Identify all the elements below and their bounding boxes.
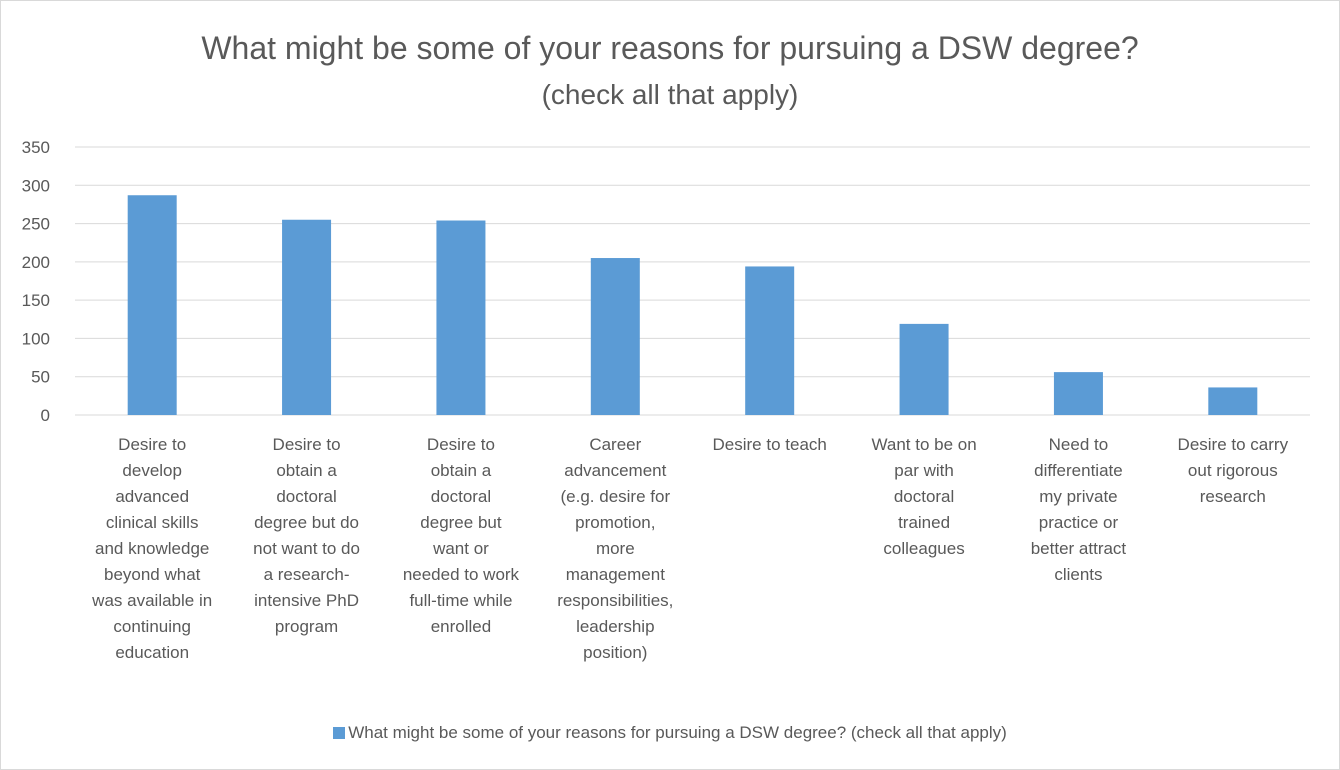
x-category-label-line: position) bbox=[583, 643, 648, 662]
y-tick-label: 300 bbox=[22, 176, 50, 195]
x-category-label-line: Need to bbox=[1048, 435, 1109, 454]
x-category-label: Desire to carry out rigorous research bbox=[1153, 432, 1313, 510]
x-category-label-line: doctoral bbox=[430, 487, 492, 506]
x-category-label: Want to be on par with doctoral trained coll… bbox=[844, 432, 1004, 562]
legend: What might be some of your reasons for p… bbox=[0, 722, 1340, 744]
x-category-label-line: education bbox=[115, 643, 190, 662]
y-tick-label: 0 bbox=[41, 406, 50, 425]
x-category-label: Desire to develop advanced clinical skills a… bbox=[72, 432, 232, 666]
x-category-label-line: differentiate bbox=[1034, 461, 1123, 480]
x-category-label: Desire to obtain a doctoral degree but do no… bbox=[227, 432, 387, 640]
x-category-label-line: research bbox=[1199, 487, 1266, 506]
x-category-label: Need to differentiate my private practice o… bbox=[998, 432, 1158, 588]
y-tick-label: 350 bbox=[22, 138, 50, 157]
x-category-label-line: better attract bbox=[1030, 539, 1127, 558]
x-category-label-line: responsibilities, bbox=[557, 591, 674, 610]
x-category-label-line: clients bbox=[1054, 565, 1103, 584]
bar-chart-plot: 0 50 100 150 200 250 300 350 bbox=[22, 138, 1310, 425]
x-category-label-line: full-time while bbox=[409, 591, 513, 610]
x-category-label-line: more bbox=[595, 539, 635, 558]
x-category-label-line: doctoral bbox=[276, 487, 337, 506]
x-category-label-line: was available in bbox=[92, 591, 213, 610]
x-category-label-line: Desire to bbox=[272, 435, 341, 454]
x-category-label-line: program bbox=[274, 617, 339, 636]
x-category-label-line: colleagues bbox=[883, 539, 965, 558]
x-category-label-line: doctoral bbox=[893, 487, 955, 506]
x-category-label-line: advancement bbox=[564, 461, 667, 480]
y-tick-label: 150 bbox=[22, 291, 50, 310]
x-category-label-line: advanced bbox=[115, 487, 190, 506]
x-category-label-line: leadership bbox=[576, 617, 655, 636]
x-category-label-line: degree but bbox=[420, 513, 502, 532]
x-category-label-line: promotion, bbox=[575, 513, 656, 532]
y-tick-label: 100 bbox=[22, 329, 50, 348]
bar bbox=[745, 266, 795, 415]
x-category-label-line: and knowledge bbox=[95, 539, 210, 558]
y-tick-label: 200 bbox=[22, 253, 50, 272]
x-category-label: Desire to obtain a doctoral degree but want … bbox=[381, 432, 541, 640]
bar bbox=[282, 219, 332, 415]
x-category-label-line: not want to do bbox=[253, 539, 360, 558]
x-category-label-line: degree but do bbox=[254, 513, 360, 532]
x-category-label-line: Want to be on bbox=[871, 435, 977, 454]
x-category-label-line: obtain a bbox=[276, 461, 337, 480]
bar bbox=[899, 323, 949, 415]
x-category-label-line: (e.g. desire for bbox=[560, 487, 671, 506]
x-category-label-line: my private bbox=[1039, 487, 1118, 506]
x-category-label-line: clinical skills bbox=[105, 513, 199, 532]
x-category-label-line: obtain a bbox=[430, 461, 492, 480]
x-category-label-line: Desire to carry bbox=[1177, 435, 1289, 454]
x-category-label-line: needed to work bbox=[402, 565, 520, 584]
x-category-label-line: continuing bbox=[113, 617, 191, 636]
legend-label: What might be some of your reasons for p… bbox=[348, 723, 1007, 742]
x-category-label-line: management bbox=[565, 565, 665, 584]
chart-subtitle: (check all that apply) bbox=[541, 79, 799, 110]
bar bbox=[590, 258, 640, 415]
x-category-label-line: trained bbox=[898, 513, 951, 532]
x-category-label-line: Career bbox=[589, 435, 642, 454]
x-category-label-line: Desire to teach bbox=[712, 435, 827, 454]
x-category-label-line: want or bbox=[433, 539, 489, 558]
x-category-label-line: a research- bbox=[263, 565, 350, 584]
x-category-label-line: beyond what bbox=[103, 565, 201, 584]
y-tick-label: 50 bbox=[31, 368, 50, 387]
x-category-label: Career advancement (e.g. desire for promoti… bbox=[535, 432, 695, 666]
x-category-label-line: practice or bbox=[1038, 513, 1119, 532]
x-category-label-line: par with bbox=[894, 461, 954, 480]
x-category-label-line: out rigorous bbox=[1187, 461, 1278, 480]
x-category-label-line: enrolled bbox=[430, 617, 492, 636]
x-category-label: Desire to teach bbox=[690, 432, 850, 458]
x-category-label-line: intensive PhD bbox=[254, 591, 359, 610]
bar bbox=[1053, 372, 1103, 415]
x-category-label-line: Desire to bbox=[426, 435, 495, 454]
x-category-label-line: Desire to bbox=[118, 435, 187, 454]
bar bbox=[1208, 387, 1258, 415]
bar bbox=[436, 220, 486, 415]
chart-title: What might be some of your reasons for p… bbox=[201, 30, 1139, 66]
legend-swatch bbox=[333, 727, 346, 739]
x-category-label-line: develop bbox=[122, 461, 182, 480]
bar bbox=[127, 195, 177, 415]
y-tick-label: 250 bbox=[22, 215, 50, 234]
